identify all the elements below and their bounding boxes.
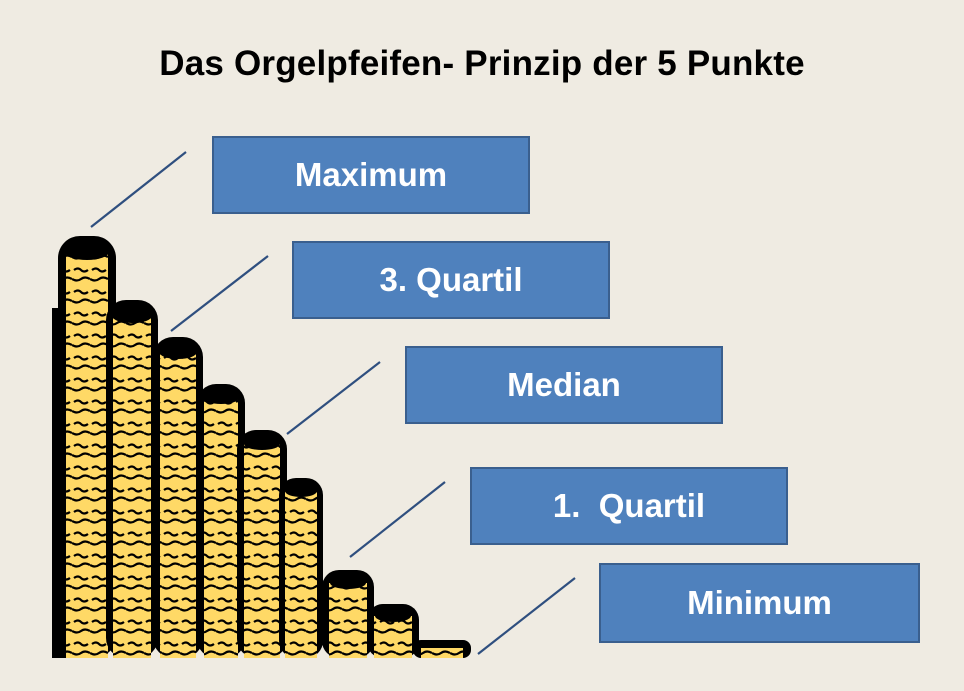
connector-q1 [349, 481, 446, 558]
pipe-3 [153, 337, 203, 658]
pipe-8 [367, 604, 419, 658]
connector-minimum [477, 577, 576, 655]
pipe-7 [322, 570, 374, 658]
connector-maximum [90, 151, 187, 228]
label-third-quartile: 3. Quartil [292, 241, 610, 319]
pipe-4 [197, 384, 245, 658]
pipe-5 [237, 430, 287, 658]
pipe-6 [279, 478, 323, 658]
label-median: Median [405, 346, 723, 424]
label-maximum: Maximum [212, 136, 530, 214]
pipe-9 [413, 640, 471, 658]
label-first-quartile: 1. Quartil [470, 467, 788, 545]
pipe-1 [52, 236, 116, 658]
connector-q3 [170, 255, 269, 332]
connector-median [286, 361, 381, 435]
page-title: Das Orgelpfeifen- Prinzip der 5 Punkte [159, 44, 805, 83]
pipe-2 [106, 300, 158, 658]
label-minimum: Minimum [599, 563, 920, 643]
